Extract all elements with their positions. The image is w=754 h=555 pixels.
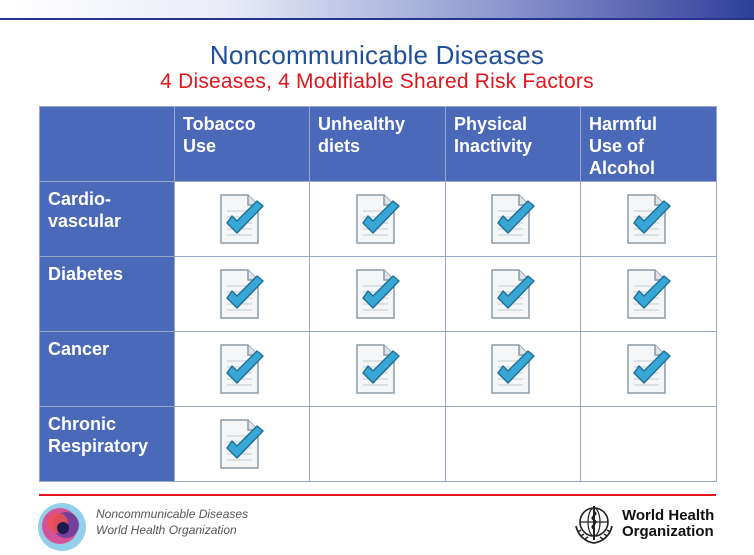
checked-document-icon xyxy=(491,344,535,394)
footer-caption: Noncommunicable Diseases World Health Or… xyxy=(96,507,249,537)
checked-document-icon xyxy=(626,194,671,244)
table-cell-checked xyxy=(580,256,717,332)
checked-document-icon xyxy=(626,269,671,319)
slide-title: Noncommunicable Diseases xyxy=(209,40,545,70)
who-emblem-icon xyxy=(575,506,613,544)
checked-document-icon xyxy=(491,194,535,244)
table-corner-cell xyxy=(39,106,175,182)
checked-document-icon xyxy=(220,269,264,319)
checked-document-icon xyxy=(220,419,264,469)
column-header: Physical Inactivity xyxy=(445,106,581,182)
column-header: Unhealthy diets xyxy=(309,106,446,182)
footer-divider-line xyxy=(39,494,716,496)
table-cell-empty xyxy=(580,406,717,482)
table-row: Diabetes xyxy=(39,256,717,332)
table-cell-checked xyxy=(174,331,310,407)
top-gradient-bar xyxy=(0,0,754,18)
table-cell-checked xyxy=(174,256,310,332)
table-header-row: Tobacco Use Unhealthy diets Physical Ina… xyxy=(39,106,717,182)
checked-document-icon xyxy=(626,344,671,394)
top-divider-line xyxy=(0,18,754,20)
table-cell-checked xyxy=(309,256,446,332)
risk-factor-table: Tobacco Use Unhealthy diets Physical Ina… xyxy=(39,106,717,482)
row-header: Cardio-vascular xyxy=(39,181,175,257)
checked-document-icon xyxy=(491,269,535,319)
table-cell-checked xyxy=(445,256,581,332)
who-organization-name: World Health Organization xyxy=(622,507,715,540)
table-cell-empty xyxy=(309,406,446,482)
checked-document-icon xyxy=(355,194,400,244)
column-header: Harmful Use of Alcohol xyxy=(580,106,717,182)
table-cell-checked xyxy=(445,331,581,407)
checked-document-icon xyxy=(220,344,264,394)
row-header: Cancer xyxy=(39,331,175,407)
checked-document-icon xyxy=(355,344,400,394)
table-cell-checked xyxy=(580,331,717,407)
table-cell-checked xyxy=(174,181,310,257)
table-cell-empty xyxy=(445,406,581,482)
row-header: Diabetes xyxy=(39,256,175,332)
table-cell-checked xyxy=(580,181,717,257)
table-cell-checked xyxy=(174,406,310,482)
column-header: Tobacco Use xyxy=(174,106,310,182)
ncd-circles-logo xyxy=(38,503,86,551)
table-row: Cancer xyxy=(39,331,717,407)
table-cell-checked xyxy=(445,181,581,257)
table-cell-checked xyxy=(309,181,446,257)
table-row: Chronic Respiratory xyxy=(39,406,717,482)
checked-document-icon xyxy=(355,269,400,319)
table-row: Cardio-vascular xyxy=(39,181,717,257)
slide-subtitle: 4 Diseases, 4 Modifiable Shared Risk Fac… xyxy=(160,70,594,93)
row-header: Chronic Respiratory xyxy=(39,406,175,482)
table-cell-checked xyxy=(309,331,446,407)
checked-document-icon xyxy=(220,194,264,244)
